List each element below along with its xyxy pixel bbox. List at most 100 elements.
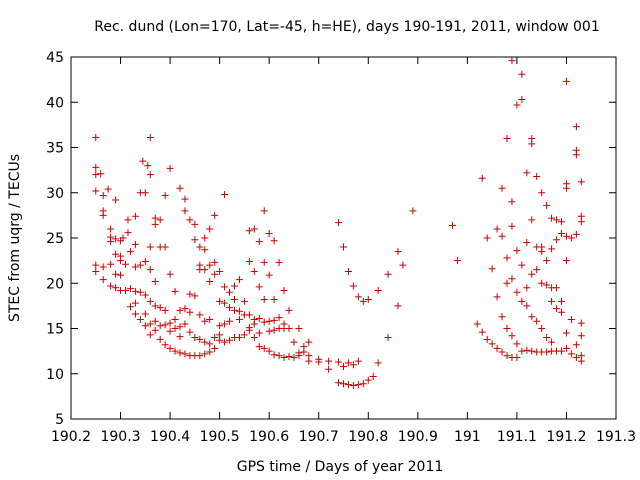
data-point xyxy=(359,380,367,388)
data-point xyxy=(235,315,243,323)
data-point xyxy=(206,277,214,285)
data-point xyxy=(577,178,585,186)
data-point xyxy=(156,216,164,224)
data-point xyxy=(112,270,120,278)
data-point xyxy=(384,334,392,342)
data-point xyxy=(558,229,565,237)
data-point xyxy=(255,315,263,323)
data-point xyxy=(250,225,258,233)
data-point xyxy=(92,171,100,179)
data-point xyxy=(567,350,575,358)
data-point xyxy=(528,140,536,148)
data-point xyxy=(255,238,263,246)
data-point xyxy=(260,344,268,352)
data-point xyxy=(453,257,461,265)
data-point xyxy=(139,157,147,165)
x-tick-label: 190.8 xyxy=(348,429,388,445)
data-point xyxy=(231,282,238,290)
x-tick-label: 190.9 xyxy=(398,429,438,445)
data-point xyxy=(206,348,214,356)
data-point xyxy=(503,254,511,262)
y-tick-label: 20 xyxy=(46,276,64,292)
data-point xyxy=(260,296,268,304)
data-point xyxy=(141,322,149,330)
data-point xyxy=(136,261,144,269)
data-point xyxy=(250,267,258,275)
data-point xyxy=(171,287,179,295)
data-point xyxy=(558,347,565,355)
data-point xyxy=(206,261,214,269)
data-point xyxy=(305,357,313,365)
y-tick-label: 5 xyxy=(55,412,64,428)
data-point xyxy=(92,163,100,171)
data-point xyxy=(151,220,159,228)
x-tick-label: 191.1 xyxy=(497,429,537,445)
data-point xyxy=(211,258,219,266)
data-point xyxy=(295,325,303,332)
data-point xyxy=(161,321,169,329)
data-point xyxy=(191,220,199,228)
data-point xyxy=(543,348,551,356)
data-point xyxy=(151,317,159,325)
data-point xyxy=(146,171,154,179)
data-point xyxy=(523,302,531,310)
data-point xyxy=(186,216,194,224)
data-point xyxy=(196,335,204,343)
data-point xyxy=(538,189,546,197)
data-point xyxy=(577,357,585,365)
data-point xyxy=(548,245,556,253)
y-axis-label: STEC from uqrg / TECUs xyxy=(7,154,23,322)
data-point xyxy=(508,275,516,283)
data-point xyxy=(161,341,169,349)
data-point xyxy=(399,261,407,269)
data-point xyxy=(265,347,273,355)
data-point xyxy=(201,266,209,274)
data-point xyxy=(151,277,159,285)
data-point xyxy=(141,189,149,197)
data-point xyxy=(562,257,570,265)
data-point xyxy=(112,284,120,292)
data-point xyxy=(231,296,238,304)
data-point xyxy=(280,286,288,294)
data-point xyxy=(478,174,486,182)
data-point xyxy=(518,261,526,269)
data-point xyxy=(186,328,194,336)
data-point xyxy=(216,336,224,344)
x-tick-label: 190.6 xyxy=(249,429,289,445)
data-point xyxy=(335,358,343,366)
data-point xyxy=(572,151,580,159)
data-point xyxy=(161,306,169,314)
data-point xyxy=(181,320,189,328)
data-point xyxy=(226,317,234,325)
data-point xyxy=(518,70,526,78)
data-point xyxy=(572,341,580,349)
data-point xyxy=(201,317,209,325)
x-tick-label: 190.5 xyxy=(200,429,240,445)
data-point xyxy=(518,96,526,104)
data-point xyxy=(488,265,496,273)
data-point xyxy=(558,218,565,226)
data-point xyxy=(176,333,184,341)
data-point xyxy=(548,338,556,346)
data-point xyxy=(548,297,556,305)
data-point xyxy=(221,338,229,346)
data-point xyxy=(533,172,541,180)
data-point xyxy=(131,240,139,248)
data-point xyxy=(141,310,149,318)
data-point xyxy=(117,271,125,279)
data-point xyxy=(270,316,278,324)
data-point xyxy=(126,285,134,293)
data-point xyxy=(92,134,100,142)
data-point xyxy=(107,225,115,233)
data-point xyxy=(280,353,288,361)
data-point xyxy=(275,258,283,266)
x-axis-label: GPS time / Days of year 2011 xyxy=(237,459,444,475)
data-point xyxy=(104,185,112,193)
data-point xyxy=(498,232,506,240)
data-point xyxy=(315,358,323,366)
data-point xyxy=(156,335,164,343)
data-point xyxy=(146,134,154,142)
data-point xyxy=(245,227,253,235)
data-point xyxy=(141,258,149,266)
data-point xyxy=(131,287,139,295)
